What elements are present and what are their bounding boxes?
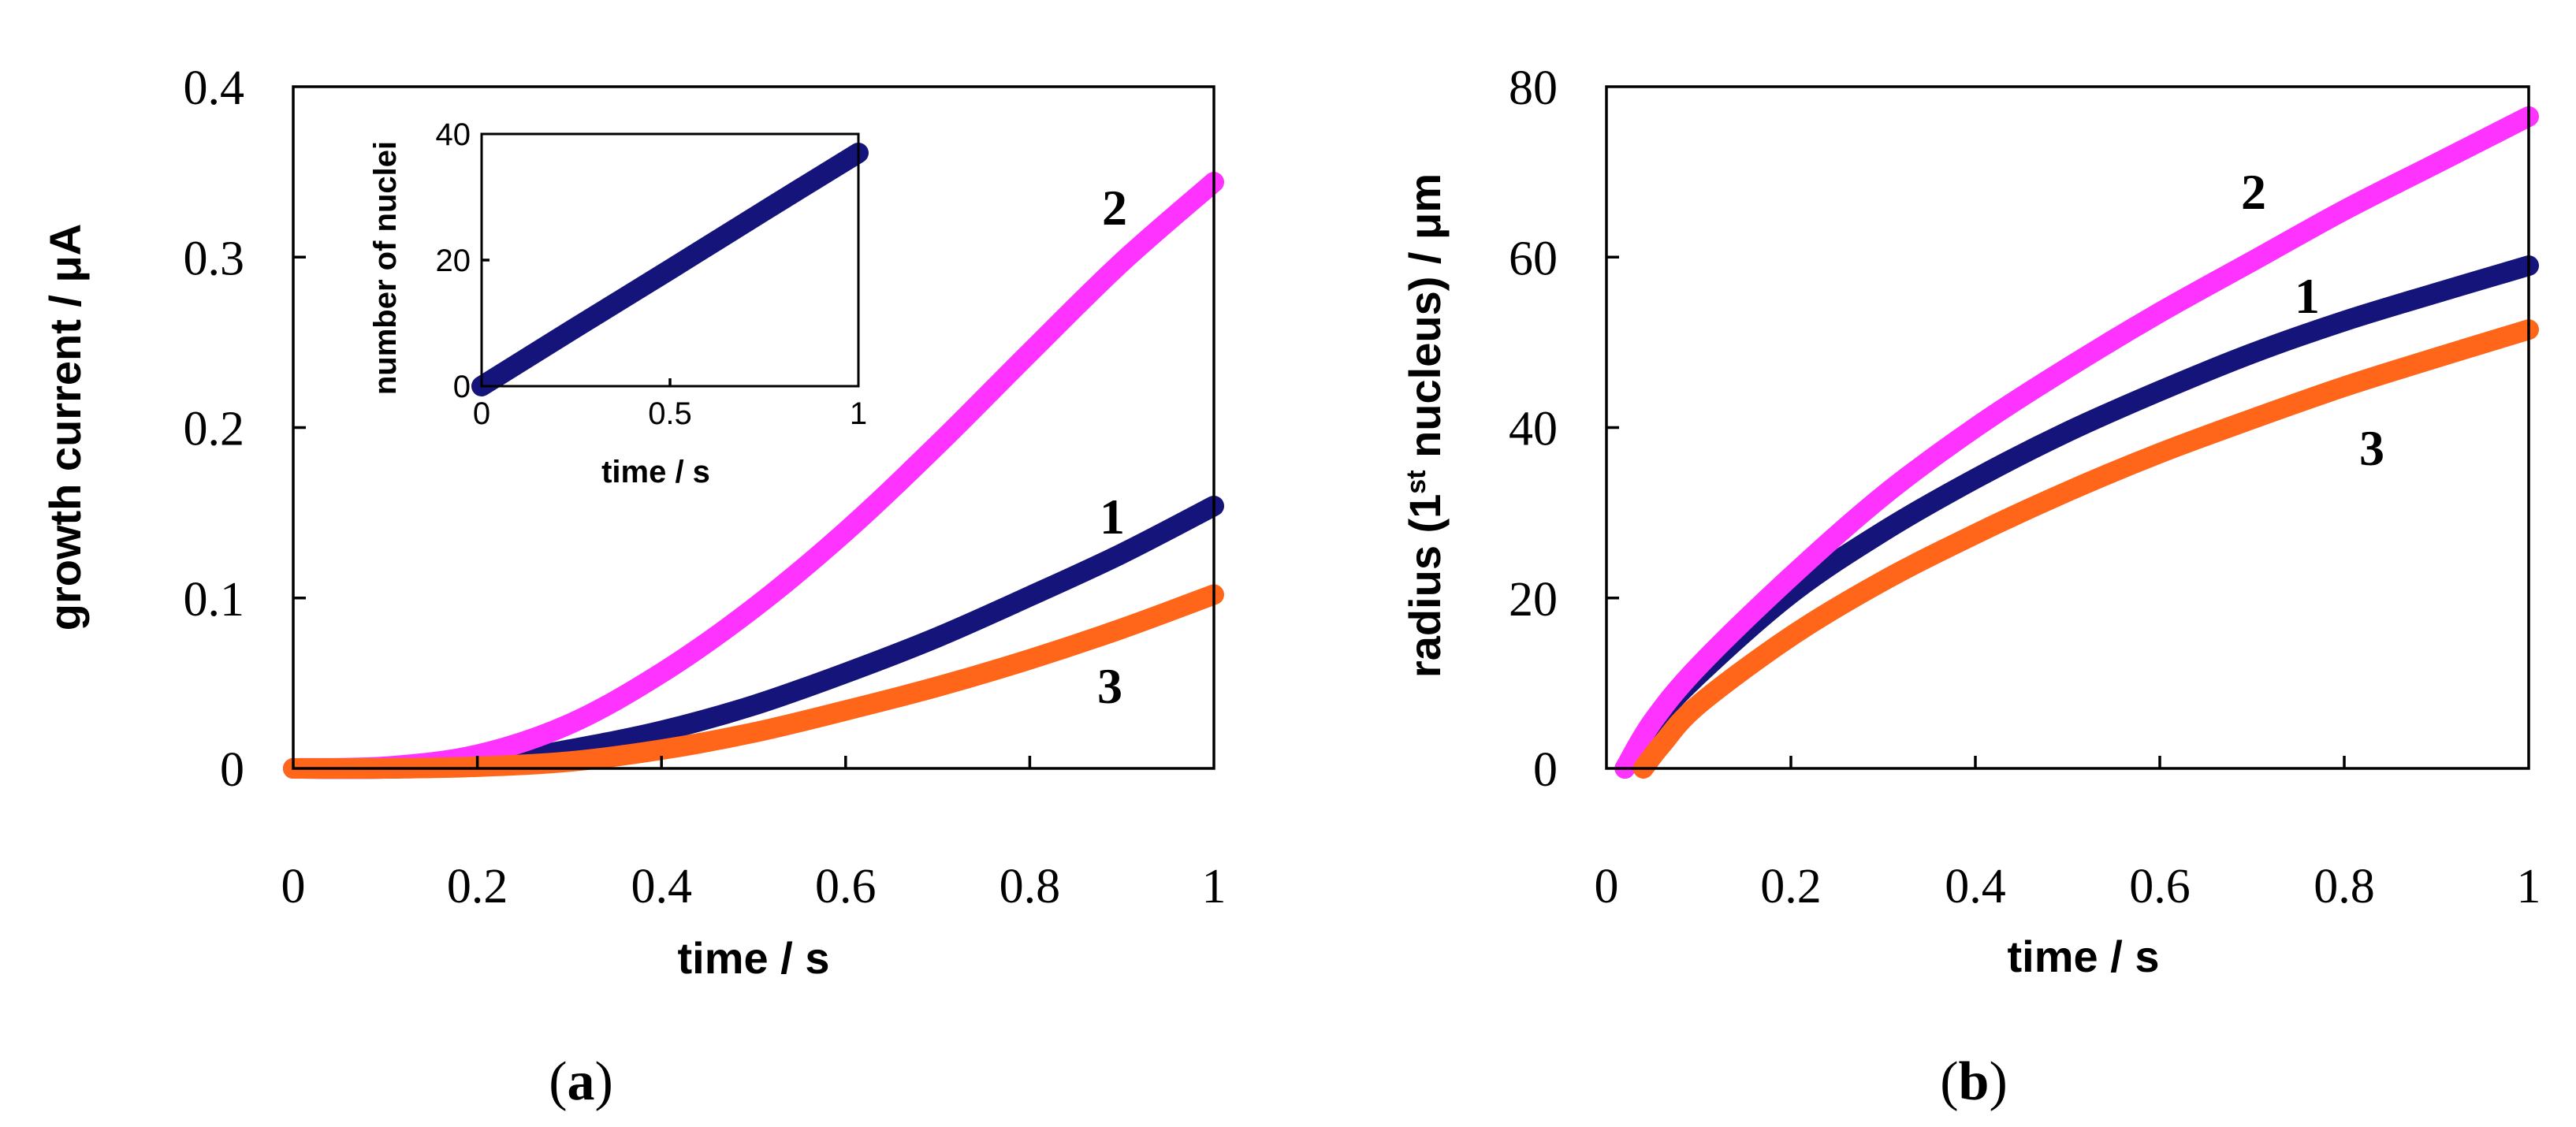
panel-b-label: (b) (1940, 1051, 2008, 1112)
b-series-line-1 (1614, 255, 2539, 779)
inset-y-axis-title: number of nuclei (368, 141, 403, 395)
b-x-tick-label: 0.4 (1945, 860, 2006, 913)
panel-b-curve-label-1: 1 (2295, 268, 2320, 324)
b-y-tick-label: 80 (1509, 61, 1558, 115)
inset-x-ticks: 0 0.5 1 (473, 378, 867, 431)
a-x-tick-label: 0.2 (447, 860, 508, 913)
panel-a-label: (a) (549, 1051, 613, 1112)
i-x-tick-label: 1 (850, 396, 867, 431)
a-y-tick-label: 0.4 (184, 61, 245, 115)
a-y-tick-label: 0 (220, 743, 244, 797)
b-y-tick-label: 0 (1533, 743, 1558, 797)
panel-a-curve-label-2: 2 (1102, 180, 1127, 236)
panel-b-curves (1614, 106, 2539, 779)
panel-a-x-ticks: 0 0.2 0.4 0.6 0.8 1 (281, 756, 1227, 913)
panel-b-y-axis-title: radius (1st nucleus) / μm (1400, 173, 1450, 678)
b-y-tick-label: 20 (1509, 573, 1558, 627)
b-series-line-2 (1614, 106, 2539, 779)
i-series-line-nuclei (471, 143, 869, 396)
panel-b-curve-label-2: 2 (2241, 164, 2266, 220)
panel-b-y-axis-title-superscript: st (1402, 470, 1431, 493)
panel-a-curve-label-1: 1 (1100, 489, 1125, 545)
panel-b-chart: 0 0.2 0.4 0.6 0.8 1 0 20 40 60 80 time / s radius… (1400, 61, 2541, 1112)
b-y-tick-label: 40 (1509, 403, 1558, 456)
i-x-tick-label: 0.5 (648, 396, 692, 431)
b-x-tick-label: 0 (1595, 860, 1619, 913)
a-x-tick-label: 1 (1202, 860, 1227, 913)
inset-y-ticks: 0 20 40 (436, 117, 490, 404)
panel-a-label-text: a (568, 1051, 595, 1112)
b-series-line-3 (1632, 319, 2539, 779)
panel-b-y-ticks: 0 20 40 60 80 (1509, 61, 1619, 797)
panel-a-y-ticks: 0 0.1 0.2 0.3 0.4 (184, 61, 306, 797)
a-x-tick-label: 0 (281, 860, 306, 913)
a-y-tick-label: 0.2 (184, 403, 245, 456)
i-y-tick-label: 40 (436, 117, 471, 152)
i-x-tick-label: 0 (473, 396, 490, 431)
panel-a-y-axis-title: growth current / μA (40, 224, 90, 631)
a-x-tick-label: 0.6 (815, 860, 877, 913)
a-x-tick-label: 0.4 (631, 860, 692, 913)
panel-b-x-axis-title: time / s (2008, 932, 2160, 981)
b-x-tick-label: 1 (2517, 860, 2541, 913)
panel-a-chart: 0 0.2 0.4 0.6 0.8 1 0 0.1 0.2 0.3 0.4 time / s gr… (40, 61, 1227, 1112)
panel-b-label-text: b (1959, 1051, 1990, 1112)
panel-b-curve-label-3: 3 (2359, 420, 2384, 476)
panel-b-y-axis-title-part1: radius (1 (1400, 494, 1450, 678)
i-y-tick-label: 0 (453, 370, 471, 404)
a-x-tick-label: 0.8 (1000, 860, 1061, 913)
b-x-tick-label: 0.6 (2129, 860, 2191, 913)
a-y-tick-label: 0.1 (184, 573, 245, 627)
b-y-tick-label: 60 (1509, 232, 1558, 285)
inset-curves (471, 143, 869, 396)
panel-a-curve-label-3: 3 (1097, 658, 1122, 714)
inset-x-axis-title: time / s (601, 455, 710, 489)
a-y-tick-label: 0.3 (184, 232, 245, 285)
i-y-tick-label: 20 (436, 244, 471, 278)
b-x-tick-label: 0.2 (1760, 860, 1822, 913)
panel-b-x-ticks: 0 0.2 0.4 0.6 0.8 1 (1595, 756, 2541, 913)
panel-a-x-axis-title: time / s (678, 933, 830, 983)
b-x-tick-label: 0.8 (2314, 860, 2375, 913)
panel-b-y-axis-title-part2: nucleus) / μm (1400, 173, 1450, 471)
